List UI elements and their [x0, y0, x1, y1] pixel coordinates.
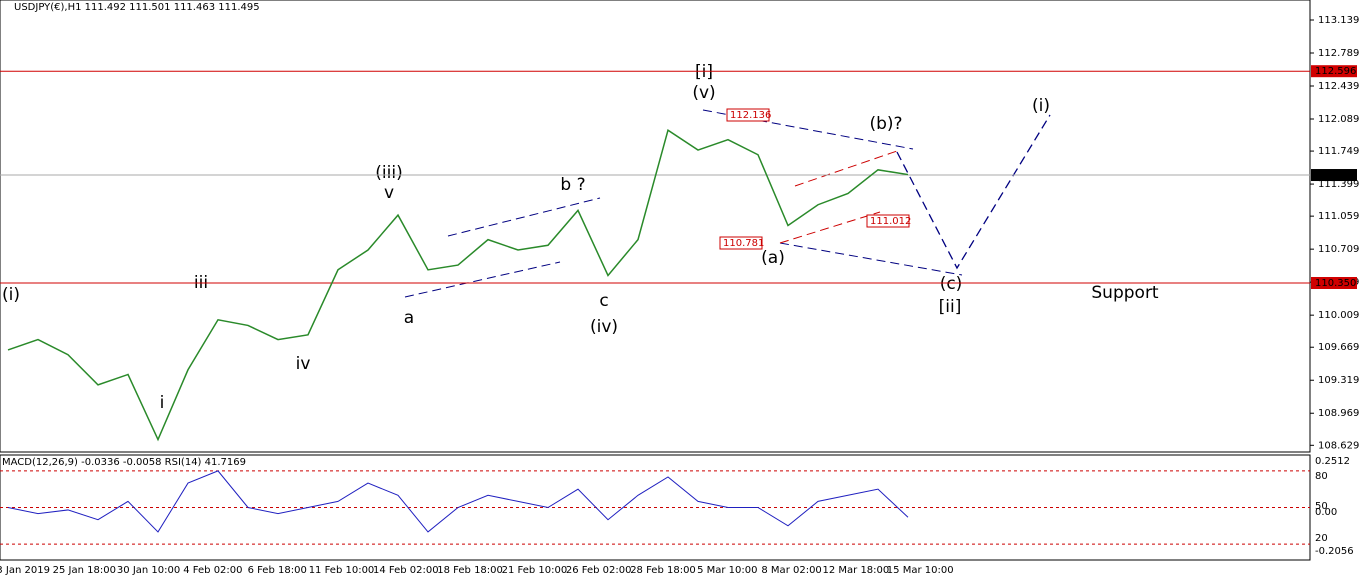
y-tick-label: 111.749 [1318, 146, 1359, 157]
wave-label: a [404, 308, 414, 328]
header: USDJPY(€),H1 111.492 111.501 111.463 111… [14, 2, 260, 13]
level-box [1311, 65, 1357, 78]
x-tick-label: 30 Jan 10:00 [117, 565, 180, 576]
indicator-axis-label: -0.2056 [1315, 546, 1354, 557]
wave-label: [ii] [939, 297, 962, 317]
y-tick-label: 108.629 [1318, 440, 1359, 451]
y-tick-label: 108.969 [1318, 408, 1359, 419]
wave-label: b ? [560, 175, 585, 195]
y-tick-label: 109.669 [1318, 342, 1359, 353]
y-tick-label: 109.319 [1318, 375, 1359, 386]
support-label: Support [1091, 283, 1159, 303]
price-box [866, 214, 910, 228]
level-box [1311, 169, 1357, 182]
price-box-label: 110.781 [723, 238, 764, 249]
wave-label: (i) [2, 285, 20, 305]
wave-label: [i] [695, 62, 713, 82]
price-box [719, 236, 763, 250]
y-tick-label: 110.009 [1318, 310, 1359, 321]
x-tick-label: 11 Feb 10:00 [309, 565, 375, 576]
wave-label: iv [296, 354, 311, 374]
wave-label: (iii) [375, 163, 402, 183]
level-label: 110.350 [1315, 278, 1356, 289]
wave-label: (c) [940, 274, 963, 294]
x-tick-label: 18 Feb 18:00 [437, 565, 503, 576]
indicator-axis-label: 80 [1315, 471, 1328, 482]
x-tick-label: 23 Jan 2019 [0, 565, 50, 576]
y-tick-label: 111.399 [1318, 179, 1359, 190]
x-tick-label: 26 Feb 02:00 [566, 565, 632, 576]
y-tick-label: 113.139 [1318, 15, 1359, 26]
wave-label: (v) [692, 83, 715, 103]
level-label: 112.596 [1315, 66, 1356, 77]
wave-label: (a) [761, 248, 785, 268]
x-tick-label: 25 Jan 18:00 [53, 565, 116, 576]
wave-label: v [384, 183, 394, 203]
y-tick-label: 112.089 [1318, 114, 1359, 125]
x-tick-label: 5 Mar 10:00 [697, 565, 757, 576]
level-label: 111.495 [1315, 170, 1356, 181]
x-tick-label: 8 Mar 02:00 [761, 565, 821, 576]
y-tick-label: 112.789 [1318, 48, 1359, 59]
price-box [726, 108, 770, 122]
x-tick-label: 6 Feb 18:00 [248, 565, 307, 576]
wave-label: c [599, 291, 608, 311]
y-tick-label: 110.709 [1318, 244, 1359, 255]
wave-label: (i) [1032, 96, 1050, 116]
wave-label: (b)? [869, 114, 902, 134]
level-box [1311, 277, 1357, 290]
annotations: (i) iii i iv (iii) v a b ? c (iv) [i] (v… [2, 62, 1159, 413]
rsi-line [7, 470, 909, 533]
x-tick-label: 28 Feb 18:00 [630, 565, 696, 576]
x-tick-label: 14 Feb 02:00 [373, 565, 439, 576]
indicator-axis-label: 50 [1315, 501, 1328, 512]
indicator-axis-label: 20 [1315, 533, 1328, 544]
main-frame [0, 0, 1311, 453]
indicator-label: MACD(12,26,9) -0.0336 -0.0058 RSI(14) 41… [2, 457, 246, 468]
indicator-axis-label: 0.2512 [1315, 456, 1350, 467]
price-box-label: 112.136 [730, 110, 771, 121]
y-tick-label: 111.059 [1318, 211, 1359, 222]
indicator-axis-label: 0.00 [1315, 507, 1337, 518]
wave-label: i [160, 393, 165, 413]
x-tick-label: 21 Feb 10:00 [502, 565, 568, 576]
price-box-label: 111.012 [870, 216, 911, 227]
x-tick-label: 12 Mar 18:00 [823, 565, 890, 576]
x-tick-label: 15 Mar 10:00 [887, 565, 954, 576]
price-line [7, 129, 909, 442]
wave-label: (iv) [590, 317, 618, 337]
x-tick-label: 4 Feb 02:00 [183, 565, 242, 576]
y-tick-label: 112.439 [1318, 81, 1359, 92]
